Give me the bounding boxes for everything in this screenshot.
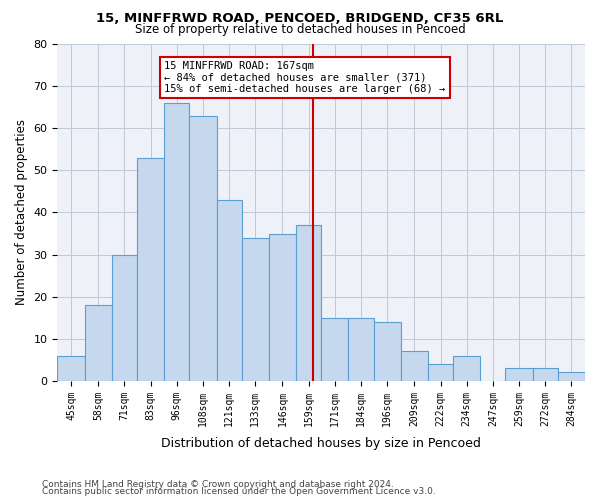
Bar bbox=[242, 238, 269, 381]
Text: 15 MINFFRWD ROAD: 167sqm
← 84% of detached houses are smaller (371)
15% of semi-: 15 MINFFRWD ROAD: 167sqm ← 84% of detach… bbox=[164, 61, 445, 94]
Bar bbox=[453, 356, 481, 381]
Bar bbox=[112, 254, 137, 381]
Bar bbox=[58, 356, 85, 381]
X-axis label: Distribution of detached houses by size in Pencoed: Distribution of detached houses by size … bbox=[161, 437, 481, 450]
Bar bbox=[558, 372, 585, 381]
Bar bbox=[349, 318, 374, 381]
Bar bbox=[137, 158, 164, 381]
Bar bbox=[533, 368, 558, 381]
Text: 15, MINFFRWD ROAD, PENCOED, BRIDGEND, CF35 6RL: 15, MINFFRWD ROAD, PENCOED, BRIDGEND, CF… bbox=[97, 12, 503, 26]
Bar bbox=[269, 234, 296, 381]
Bar bbox=[190, 116, 217, 381]
Bar bbox=[321, 318, 349, 381]
Bar bbox=[401, 352, 428, 381]
Text: Contains HM Land Registry data © Crown copyright and database right 2024.: Contains HM Land Registry data © Crown c… bbox=[42, 480, 394, 489]
Bar bbox=[505, 368, 533, 381]
Y-axis label: Number of detached properties: Number of detached properties bbox=[15, 120, 28, 306]
Bar bbox=[374, 322, 401, 381]
Text: Size of property relative to detached houses in Pencoed: Size of property relative to detached ho… bbox=[134, 22, 466, 36]
Bar bbox=[296, 225, 321, 381]
Bar bbox=[428, 364, 453, 381]
Text: Contains public sector information licensed under the Open Government Licence v3: Contains public sector information licen… bbox=[42, 487, 436, 496]
Bar bbox=[85, 305, 112, 381]
Bar bbox=[217, 200, 242, 381]
Bar bbox=[164, 103, 190, 381]
